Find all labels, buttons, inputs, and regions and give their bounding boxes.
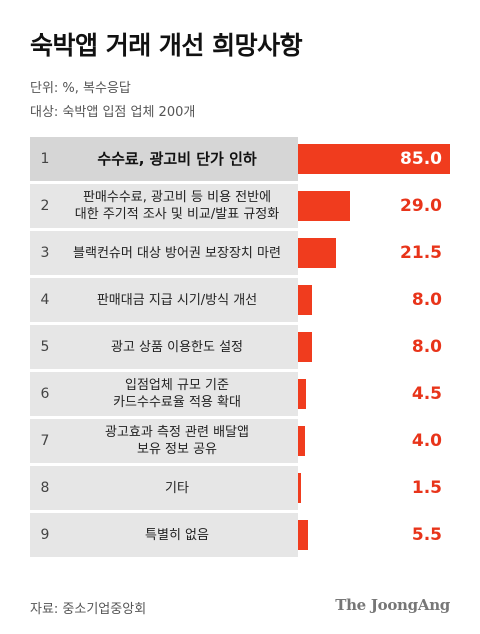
table-row: 5 광고 상품 이용한도 설정 8.0 (30, 325, 450, 369)
category-label: 광고효과 측정 관련 배달앱 보유 정보 공유 (105, 425, 249, 457)
value-label: 8.0 (411, 337, 442, 357)
value-label: 85.0 (400, 149, 442, 169)
table-row: 9 특별히 없음 5.5 (30, 513, 450, 557)
bar-track: 1.5 (298, 466, 450, 510)
value-label: 29.0 (400, 196, 442, 216)
bar-track: 5.5 (298, 513, 450, 557)
bar-track: 4.5 (298, 372, 450, 416)
bar (298, 332, 313, 362)
table-row: 3 블랙컨슈머 대상 방어권 보장장치 마련 21.5 (30, 231, 450, 275)
source-note: 자료: 중소기업중앙회 (30, 602, 147, 617)
bar (298, 285, 313, 315)
bar (298, 144, 450, 174)
chart-title: 숙박앱 거래 개선 희망사항 (30, 31, 303, 60)
table-row: 2 판매수수료, 광고비 등 비용 전반에 대한 주기적 조사 및 비교/발표 규… (30, 184, 450, 228)
brand-logo: The JoongAng (335, 596, 450, 614)
table-row: 4 판매대금 지급 시기/방식 개선 8.0 (30, 278, 450, 322)
target-note: 대상: 숙박앱 입점 업체 200개 (30, 105, 196, 120)
bar-track: 8.0 (298, 325, 450, 369)
bar-track: 85.0 (298, 137, 450, 181)
table-row: 8 기타 1.5 (30, 466, 450, 510)
category-label: 판매수수료, 광고비 등 비용 전반에 대한 주기적 조사 및 비교/발표 규정… (74, 190, 280, 222)
category-label: 블랙컨슈머 대상 방어권 보장장치 마련 (73, 245, 281, 261)
value-label: 1.5 (411, 478, 442, 498)
bar (298, 520, 308, 550)
category-label: 특별히 없음 (145, 527, 209, 543)
category-label: 판매대금 지급 시기/방식 개선 (96, 292, 258, 308)
value-label: 4.0 (411, 431, 442, 451)
rank-label: 8 (40, 480, 50, 496)
bar-track: 29.0 (298, 184, 450, 228)
table-row: 7 광고효과 측정 관련 배달앱 보유 정보 공유 4.0 (30, 419, 450, 463)
category-label: 입점업체 규모 기준 카드수수료율 적용 확대 (113, 378, 241, 410)
rank-label: 6 (40, 386, 50, 402)
category-label: 수수료, 광고비 단가 인하 (97, 149, 257, 168)
bar (298, 473, 301, 503)
bar (298, 191, 350, 221)
bar (298, 238, 337, 268)
category-label: 기타 (165, 480, 189, 496)
bar-track: 8.0 (298, 278, 450, 322)
value-label: 8.0 (411, 290, 442, 310)
value-label: 21.5 (400, 243, 442, 263)
table-row: 6 입점업체 규모 기준 카드수수료율 적용 확대 4.5 (30, 372, 450, 416)
table-row: 1 수수료, 광고비 단가 인하 85.0 (30, 137, 450, 181)
bar-track: 4.0 (298, 419, 450, 463)
rank-label: 7 (40, 433, 50, 449)
bar-track: 21.5 (298, 231, 450, 275)
value-label: 4.5 (411, 384, 442, 404)
category-label: 광고 상품 이용한도 설정 (111, 339, 243, 355)
bar (298, 379, 307, 409)
rank-label: 5 (40, 339, 50, 355)
bar (298, 426, 306, 456)
rank-label: 2 (40, 198, 50, 214)
rank-label: 4 (40, 292, 50, 308)
rank-label: 9 (40, 527, 50, 543)
unit-note: 단위: %, 복수응답 (30, 81, 131, 96)
rank-label: 3 (40, 245, 50, 261)
bar-table: 1 수수료, 광고비 단가 인하 85.0 2 판매수수료, 광고비 등 비용 전반에 … (30, 137, 450, 560)
rank-label: 1 (40, 151, 50, 167)
value-label: 5.5 (411, 525, 442, 545)
